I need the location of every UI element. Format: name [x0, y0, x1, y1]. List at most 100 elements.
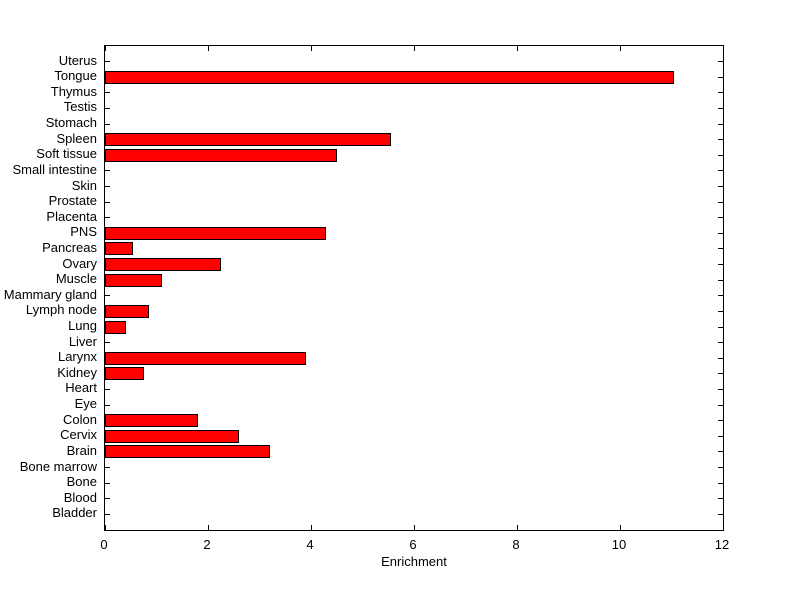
y-axis-tick-right — [718, 186, 723, 188]
y-axis-tick-left — [105, 467, 110, 469]
y-axis-tick-right — [718, 61, 723, 63]
y-axis-tick-right — [718, 373, 723, 375]
bar-pns — [105, 226, 327, 240]
bar-muscle — [105, 273, 162, 287]
y-axis-tick-left — [105, 388, 110, 390]
y-category-label: Heart — [65, 380, 97, 396]
x-tick-label: 2 — [203, 537, 211, 552]
y-axis-tick-left — [105, 404, 110, 406]
bar-tongue — [105, 70, 675, 84]
y-axis-tick-left — [105, 342, 110, 344]
y-axis-tick-left — [105, 123, 110, 125]
x-axis-tick-bottom — [413, 525, 415, 530]
x-axis-tick-top — [722, 46, 724, 51]
x-axis-tick-bottom — [310, 525, 312, 530]
y-axis-tick-left — [105, 295, 110, 297]
y-category-label: PNS — [70, 224, 97, 240]
y-axis-tick-right — [718, 264, 723, 266]
y-category-label: Liver — [68, 333, 97, 349]
y-category-label: Pancreas — [42, 239, 97, 255]
y-axis-tick-left — [105, 482, 110, 484]
y-axis-tick-right — [718, 201, 723, 203]
x-axis-tick-bottom — [516, 525, 518, 530]
x-axis-tick-bottom — [105, 525, 106, 530]
y-axis-tick-left — [105, 170, 110, 172]
y-category-label: Skin — [71, 177, 97, 193]
y-category-label: Bladder — [52, 505, 97, 521]
bar-cervix — [105, 429, 239, 443]
y-axis-tick-right — [718, 451, 723, 453]
x-tick-label: 10 — [611, 537, 627, 552]
y-category-label: Spleen — [56, 130, 97, 146]
y-category-label: Lymph node — [25, 302, 97, 318]
y-axis-tick-left — [105, 107, 110, 109]
y-axis-tick-right — [718, 123, 723, 125]
y-axis-tick-right — [718, 388, 723, 390]
y-category-label: Placenta — [46, 208, 97, 224]
y-axis-tick-right — [718, 342, 723, 344]
y-axis-tick-right — [718, 513, 723, 515]
x-axis-tick-top — [207, 46, 209, 51]
y-axis-tick-left — [105, 186, 110, 188]
x-axis-tick-top — [105, 46, 106, 51]
bar-spleen — [105, 133, 391, 147]
y-category-label: Muscle — [55, 271, 97, 287]
y-category-label: Prostate — [48, 193, 97, 209]
y-category-label: Thymus — [50, 83, 97, 99]
y-axis-tick-left — [105, 513, 110, 515]
y-category-label: Stomach — [45, 115, 97, 131]
y-axis-tick-left — [105, 498, 110, 500]
x-tick-label: 8 — [512, 537, 520, 552]
y-category-label: Brain — [66, 442, 97, 458]
bar-soft-tissue — [105, 148, 337, 162]
y-category-label: Mammary gland — [3, 286, 97, 302]
y-axis-tick-right — [718, 295, 723, 297]
y-axis-tick-left — [105, 92, 110, 94]
y-axis-tick-right — [718, 326, 723, 328]
x-axis-tick-bottom — [619, 525, 621, 530]
y-axis-tick-left — [105, 201, 110, 203]
y-category-label: Blood — [63, 489, 97, 505]
x-tick-label: 4 — [306, 537, 314, 552]
y-axis-tick-right — [718, 217, 723, 219]
y-axis-tick-right — [718, 248, 723, 250]
y-axis-tick-right — [718, 498, 723, 500]
x-tick-label: 12 — [714, 537, 730, 552]
y-axis-tick-left — [105, 217, 110, 219]
x-axis-label: Enrichment — [381, 554, 447, 569]
y-category-label: Uterus — [58, 52, 97, 68]
x-tick-label: 0 — [100, 537, 108, 552]
y-axis-tick-right — [718, 279, 723, 281]
y-axis-tick-right — [718, 107, 723, 109]
y-category-label: Small intestine — [12, 161, 97, 177]
y-axis-tick-right — [718, 420, 723, 422]
y-category-label: Eye — [74, 396, 97, 412]
plot-area — [104, 45, 724, 531]
y-axis-tick-right — [718, 76, 723, 78]
bar-colon — [105, 414, 198, 428]
y-category-label: Kidney — [57, 364, 97, 380]
y-axis-tick-left — [105, 61, 110, 63]
y-category-label: Ovary — [62, 255, 97, 271]
bar-ovary — [105, 258, 221, 272]
x-axis-tick-bottom — [207, 525, 209, 530]
x-tick-label: 6 — [409, 537, 417, 552]
y-axis-tick-right — [718, 139, 723, 141]
y-category-label: Bone marrow — [19, 458, 97, 474]
y-category-label: Lung — [68, 318, 97, 334]
bar-brain — [105, 445, 270, 459]
y-category-label: Bone — [66, 474, 97, 490]
y-axis-tick-right — [718, 357, 723, 359]
bar-lymph-node — [105, 304, 149, 318]
x-axis-tick-top — [413, 46, 415, 51]
x-axis-tick-top — [619, 46, 621, 51]
y-axis-tick-right — [718, 170, 723, 172]
y-axis-tick-right — [718, 482, 723, 484]
y-axis-tick-right — [718, 154, 723, 156]
y-axis-tick-right — [718, 232, 723, 234]
y-category-label: Soft tissue — [36, 146, 97, 162]
bar-pancreas — [105, 242, 134, 256]
y-category-label: Larynx — [57, 349, 97, 365]
y-axis-tick-right — [718, 467, 723, 469]
